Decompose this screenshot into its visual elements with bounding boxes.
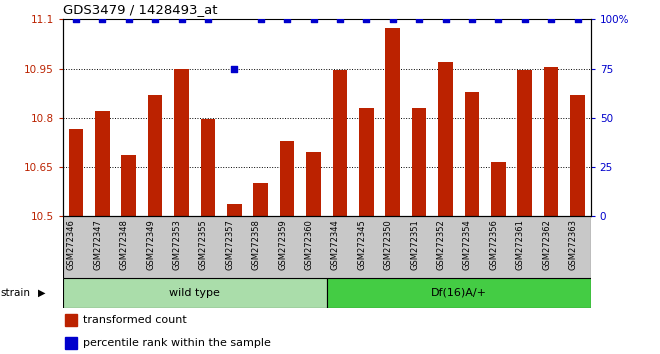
Point [414,17,424,22]
Text: percentile rank within the sample: percentile rank within the sample [82,338,271,348]
Point [229,66,240,72]
Text: GSM272363: GSM272363 [568,219,578,270]
Point [71,17,81,22]
Text: GDS3479 / 1428493_at: GDS3479 / 1428493_at [63,3,217,16]
Bar [517,70,532,216]
Text: GSM272355: GSM272355 [199,219,208,270]
Text: strain: strain [1,288,30,298]
Bar [333,70,347,216]
Text: GSM272362: GSM272362 [542,219,551,270]
Point [97,17,108,22]
Text: GSM272358: GSM272358 [251,219,261,270]
Bar [570,95,585,216]
Bar [280,141,294,216]
Bar [63,278,327,308]
Text: GSM272345: GSM272345 [357,219,366,270]
Point [123,17,134,22]
Text: Df(16)A/+: Df(16)A/+ [431,288,486,298]
Bar [65,314,77,326]
Text: GSM272352: GSM272352 [436,219,446,270]
Bar [95,111,110,216]
Point [546,17,556,22]
Bar [253,183,268,216]
Bar [148,95,162,216]
Text: transformed count: transformed count [82,315,187,325]
Text: wild type: wild type [169,288,220,298]
Text: GSM272357: GSM272357 [225,219,234,270]
Text: GSM272347: GSM272347 [93,219,102,270]
Text: GSM272353: GSM272353 [172,219,182,270]
Bar [201,119,215,216]
Point [467,17,477,22]
Bar [63,216,591,278]
Bar [412,108,426,216]
Text: GSM272348: GSM272348 [119,219,129,270]
Text: GSM272350: GSM272350 [383,219,393,270]
Point [519,17,530,22]
Bar [544,67,558,216]
Text: GSM272360: GSM272360 [304,219,313,270]
Point [176,17,187,22]
Text: GSM272359: GSM272359 [278,219,287,270]
Text: GSM272351: GSM272351 [410,219,419,270]
Text: GSM272349: GSM272349 [146,219,155,270]
Text: GSM272356: GSM272356 [489,219,498,270]
Point [493,17,504,22]
Point [308,17,319,22]
Point [255,17,266,22]
Bar [69,129,83,216]
Bar [65,337,77,349]
Point [150,17,160,22]
Bar [174,69,189,216]
Bar [359,108,374,216]
Text: GSM272344: GSM272344 [331,219,340,270]
Bar [306,152,321,216]
Bar [121,155,136,216]
Point [361,17,372,22]
Bar [227,205,242,216]
Point [572,17,583,22]
Bar [438,62,453,216]
Point [440,17,451,22]
Text: GSM272361: GSM272361 [515,219,525,270]
Point [387,17,398,22]
Text: ▶: ▶ [38,288,46,298]
Point [282,17,292,22]
Bar [327,278,591,308]
Bar [385,28,400,216]
Point [203,17,213,22]
Point [335,17,345,22]
Text: GSM272354: GSM272354 [463,219,472,270]
Text: GSM272346: GSM272346 [67,219,76,270]
Bar [465,92,479,216]
Bar [491,162,506,216]
